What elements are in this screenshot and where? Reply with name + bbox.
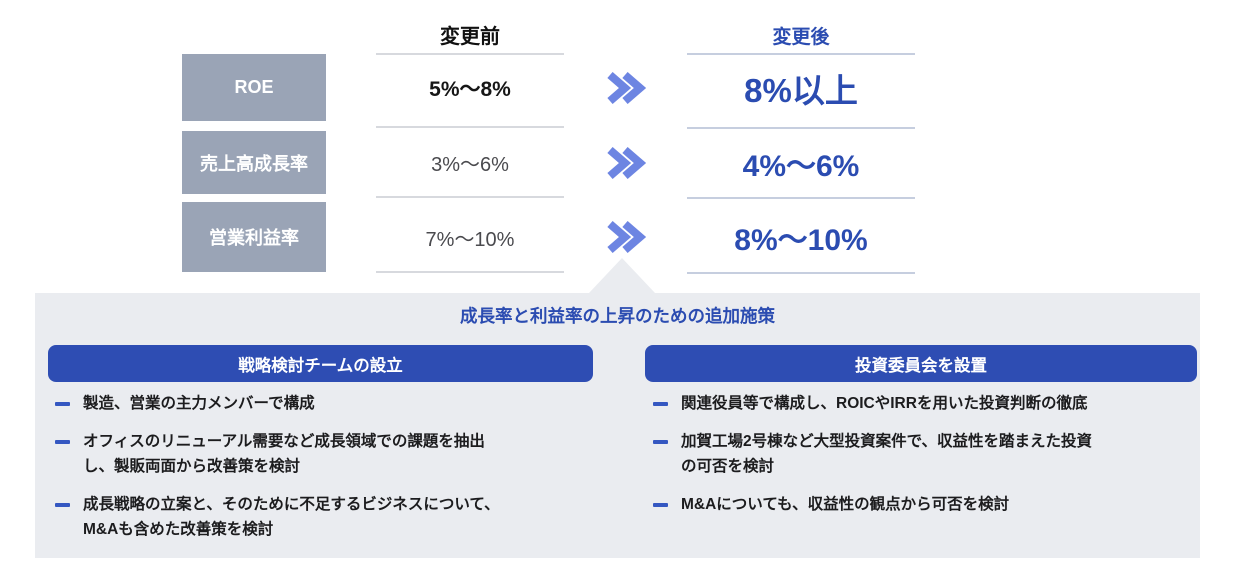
double-chevron-right-icon bbox=[604, 202, 648, 272]
bullet-text: 成長戦略の立案と、そのために不足するビジネスについて、 M&Aも含めた改善策を検… bbox=[83, 496, 500, 538]
bullet-text: 関連役員等で構成し、ROICやIRRを用いた投資判断の徹底 bbox=[681, 395, 1088, 412]
after-value: 8%～10% bbox=[734, 224, 868, 257]
dash-bullet-icon bbox=[653, 402, 668, 406]
divider-line bbox=[687, 127, 915, 129]
row-label-roe: ROE bbox=[182, 54, 326, 121]
measure-card-header-strategy-team: 戦略検討チームの設立 bbox=[48, 345, 593, 382]
measure-card-header-investment-committee: 投資委員会を設置 bbox=[645, 345, 1197, 382]
bullet-item: 加賀工場2号棟など大型投資案件で、収益性を踏まえた投資 の可否を検討 bbox=[653, 429, 1198, 479]
bullet-text: M&Aについても、収益性の観点から可否を検討 bbox=[681, 496, 1010, 513]
divider-line bbox=[687, 272, 915, 274]
before-value: 5%～8% bbox=[429, 77, 511, 101]
double-chevron-right-icon bbox=[604, 131, 648, 194]
dash-bullet-icon bbox=[653, 440, 668, 444]
after-value: 8%以上 bbox=[744, 71, 858, 109]
bullet-text: 加賀工場2号棟など大型投資案件で、収益性を踏まえた投資 の可否を検討 bbox=[681, 433, 1093, 475]
bullet-item: オフィスのリニューアル需要など成長領域での課題を抽出 し、製販両面から改善策を検… bbox=[55, 429, 595, 479]
before-column-header: 変更前 bbox=[440, 26, 500, 48]
panel-pointer-notch bbox=[589, 258, 655, 293]
before-value: 3%～6% bbox=[431, 154, 509, 176]
measures-panel bbox=[35, 293, 1200, 558]
dash-bullet-icon bbox=[55, 503, 70, 507]
row-label-sales-growth: 売上高成長率 bbox=[182, 131, 326, 194]
divider-line bbox=[376, 53, 564, 55]
after-value: 4%～6% bbox=[742, 149, 860, 183]
bullet-list-strategy-team: 製造、営業の主力メンバーで構成 オフィスのリニューアル需要など成長領域での課題を… bbox=[55, 391, 595, 555]
bullet-item: M&Aについても、収益性の観点から可否を検討 bbox=[653, 492, 1198, 517]
dash-bullet-icon bbox=[653, 503, 668, 507]
divider-line bbox=[376, 271, 564, 273]
measures-title: 成長率と利益率の上昇のための追加施策 bbox=[460, 306, 775, 326]
divider-line bbox=[687, 197, 915, 199]
bullet-item: 製造、営業の主力メンバーで構成 bbox=[55, 391, 595, 416]
dash-bullet-icon bbox=[55, 402, 70, 406]
after-column-header: 変更後 bbox=[772, 27, 830, 48]
dash-bullet-icon bbox=[55, 440, 70, 444]
bullet-item: 成長戦略の立案と、そのために不足するビジネスについて、 M&Aも含めた改善策を検… bbox=[55, 492, 595, 542]
bullet-text: 製造、営業の主力メンバーで構成 bbox=[83, 395, 315, 412]
before-value: 7%～10% bbox=[425, 228, 515, 251]
bullet-item: 関連役員等で構成し、ROICやIRRを用いた投資判断の徹底 bbox=[653, 391, 1198, 416]
divider-line bbox=[376, 196, 564, 198]
divider-line bbox=[687, 53, 915, 55]
divider-line bbox=[376, 126, 564, 128]
row-label-operating-margin: 営業利益率 bbox=[182, 202, 326, 272]
double-chevron-right-icon bbox=[604, 54, 648, 121]
bullet-list-investment-committee: 関連役員等で構成し、ROICやIRRを用いた投資判断の徹底 加賀工場2号棟など大… bbox=[653, 391, 1198, 530]
bullet-text: オフィスのリニューアル需要など成長領域での課題を抽出 し、製販両面から改善策を検… bbox=[83, 433, 485, 475]
